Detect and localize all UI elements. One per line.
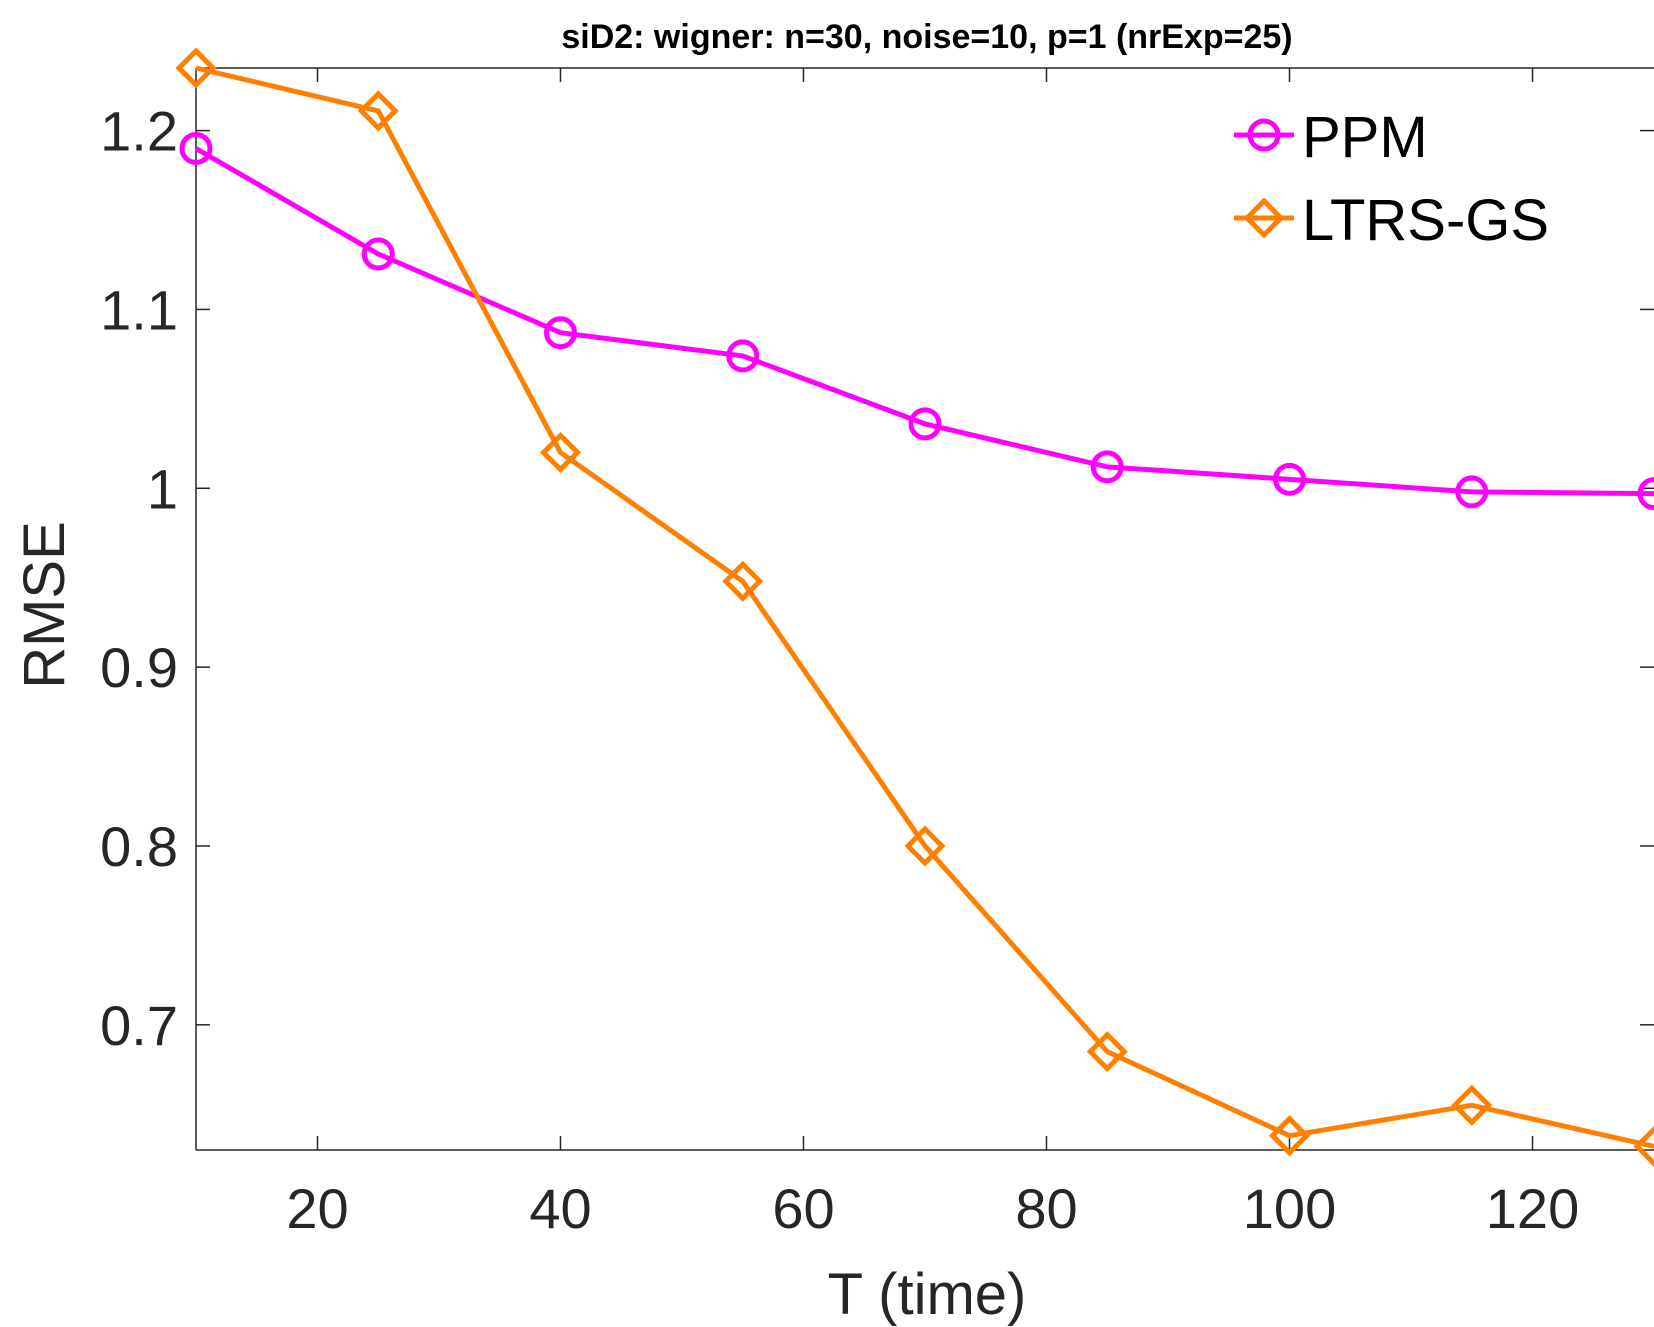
y-tick-label: 1.1 <box>100 278 178 341</box>
chart-title: siD2: wigner: n=30, noise=10, p=1 (nrExp… <box>561 18 1292 56</box>
y-axis-ticks: 0.7 0.8 0.9 1 1.1 1.2 <box>100 100 1654 1057</box>
data-point-circle <box>726 339 760 373</box>
data-point-diamond <box>1268 1115 1311 1157</box>
data-point-circle <box>1090 450 1124 484</box>
data-point-circle <box>1455 475 1489 509</box>
data-point-circle <box>908 407 942 441</box>
y-axis-label: RMSE <box>12 521 77 689</box>
data-point-circle <box>1273 462 1306 496</box>
x-axis-label: T (time) <box>828 1262 1027 1327</box>
y-tick-label: 0.9 <box>100 636 178 699</box>
legend-ppm-marker <box>1247 118 1281 152</box>
data-point-diamond <box>722 560 764 602</box>
y-tick-label: 1.2 <box>100 100 178 163</box>
legend-ltrs-gs-marker <box>1243 197 1285 239</box>
x-tick-label: 20 <box>286 1177 348 1240</box>
y-tick-label: 0.8 <box>100 815 178 878</box>
data-point-diamond <box>904 825 946 867</box>
x-tick-label: 80 <box>1015 1177 1077 1240</box>
x-tick-label: 100 <box>1243 1177 1336 1240</box>
data-point-diamond <box>175 47 217 89</box>
x-tick-label: 40 <box>529 1177 591 1240</box>
data-point-diamond <box>1451 1084 1493 1126</box>
x-tick-label: 60 <box>772 1177 834 1240</box>
y-tick-label: 0.7 <box>100 994 178 1057</box>
x-axis-ticks: 20 40 60 80 100 120 <box>286 68 1579 1240</box>
x-tick-label: 120 <box>1486 1177 1579 1240</box>
series-lines <box>175 47 1654 1167</box>
series-line-0 <box>194 146 1654 497</box>
data-point-diamond <box>357 90 399 132</box>
data-point-circle <box>179 131 213 165</box>
data-point-circle <box>544 316 577 350</box>
series-line-1 <box>195 65 1654 1149</box>
legend: PPM LTRS-GS <box>1234 105 1549 253</box>
data-point-diamond <box>1633 1125 1654 1167</box>
data-point-circle <box>1637 477 1654 511</box>
plot-axes <box>195 67 1654 1151</box>
data-point-circle <box>361 237 395 271</box>
data-point-diamond <box>1086 1031 1128 1073</box>
legend-ltrs-gs-label: LTRS-GS <box>1302 188 1549 253</box>
y-tick-label: 1 <box>147 457 178 520</box>
legend-ppm-label: PPM <box>1302 105 1428 170</box>
data-point-diamond <box>539 431 582 474</box>
